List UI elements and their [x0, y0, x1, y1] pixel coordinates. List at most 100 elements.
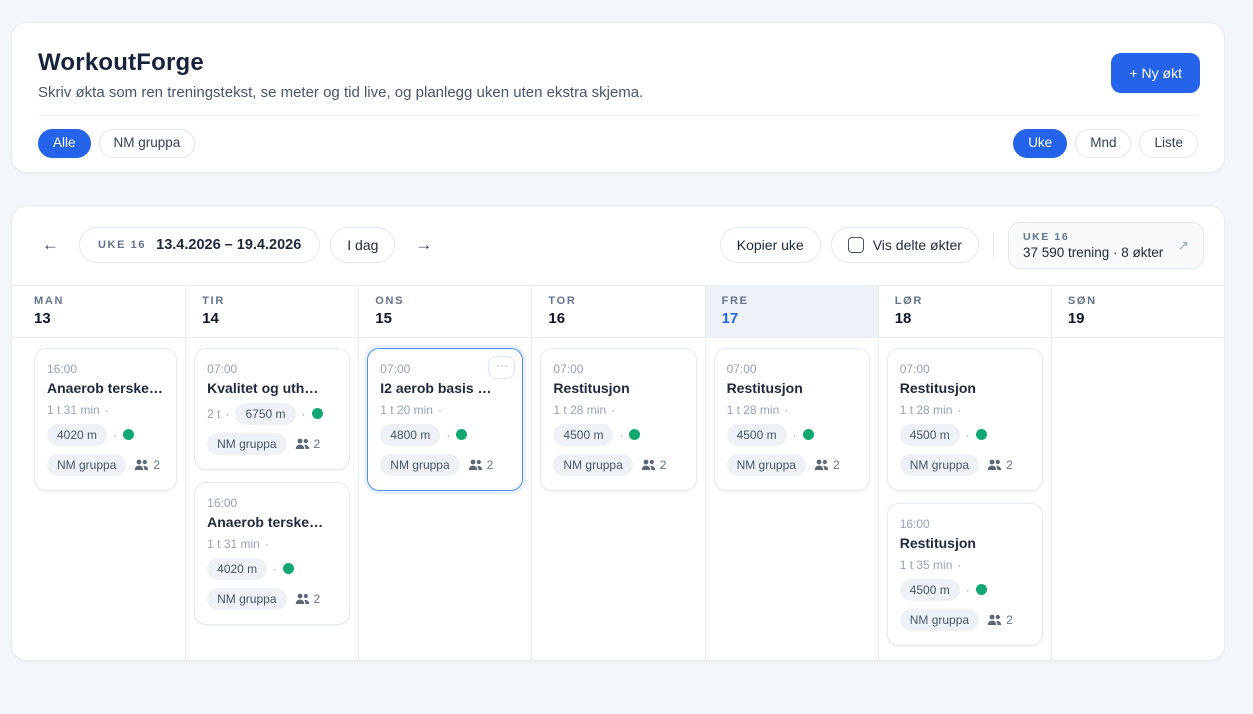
participants: 2	[814, 458, 840, 472]
session-card[interactable]: 07:00 Restitusjon 1 t 28 min · 4500 m · …	[540, 347, 697, 491]
status-dot-icon	[975, 584, 987, 596]
day-number: 19	[1067, 309, 1085, 327]
day-header[interactable]: LØR 18	[878, 286, 1051, 338]
session-distance-wrap: 4020 m ·	[207, 557, 295, 580]
status-dot-icon	[802, 429, 814, 441]
day-body[interactable]: 07:00 Restitusjon 1 t 28 min · 4500 m · …	[706, 338, 878, 660]
today-button[interactable]: I dag	[330, 227, 396, 264]
session-distance-pill: 6750 m	[235, 402, 296, 425]
status-dot-icon	[456, 429, 468, 441]
filter-chip-alle[interactable]: Alle	[38, 129, 91, 158]
session-card[interactable]: 07:00 Restitusjon 1 t 28 min · 4500 m · …	[713, 347, 870, 491]
session-card[interactable]: 16:00 Anaerob terske… 1 t 31 min · 4020 …	[194, 481, 351, 625]
day-column: TOR 16 07:00 Restitusjon 1 t 28 min · 45…	[531, 285, 705, 660]
toolbar-actions: Kopier uke Vis delte økter UKE 16 37 590…	[719, 221, 1204, 269]
copy-week-button[interactable]: Kopier uke	[719, 227, 821, 264]
session-group-pill: NM gruppa	[47, 453, 127, 476]
day-column: TIR 14 07:00 Kvalitet og uth… 2 t · 6750…	[185, 285, 359, 660]
participants: 2	[987, 458, 1013, 472]
next-week-button[interactable]: →	[405, 229, 442, 261]
day-header[interactable]: FRE 17	[705, 285, 878, 338]
session-card[interactable]: 07:00 Kvalitet og uth… 2 t · 6750 m · NM…	[194, 347, 351, 470]
day-body[interactable]: 07:00 Kvalitet og uth… 2 t · 6750 m · NM…	[186, 338, 358, 660]
day-body[interactable]: 16:00 Anaerob terske… 1 t 31 min · 4020 …	[12, 338, 185, 660]
session-distance-wrap: 4500 m ·	[899, 423, 987, 446]
day-column: LØR 18 07:00 Restitusjon 1 t 28 min · 45…	[877, 285, 1051, 660]
session-meta: 1 t 28 min · 4500 m ·	[899, 403, 1030, 446]
session-time: 07:00	[553, 361, 584, 376]
session-duration: 1 t 35 min	[899, 557, 953, 572]
session-meta: 1 t 20 min · 4800 m ·	[380, 403, 510, 446]
participant-count: 2	[1006, 612, 1013, 627]
session-card[interactable]: 16:00 Restitusjon 1 t 35 min · 4500 m · …	[886, 502, 1043, 646]
group-filter-chips: Alle NM gruppa	[38, 129, 196, 158]
day-header[interactable]: SØN 19	[1051, 286, 1224, 338]
dot-separator: ·	[225, 406, 230, 421]
session-title: Restitusjon	[899, 534, 976, 551]
week-summary-card[interactable]: UKE 16 37 590 trening · 8 økter ↗	[1007, 221, 1204, 269]
dot-separator: ·	[301, 406, 306, 421]
day-header[interactable]: TOR 16	[532, 286, 705, 338]
session-group-pill: NM gruppa	[899, 453, 980, 476]
session-duration-wrap: 1 t 31 min ·	[47, 403, 109, 417]
session-duration-wrap: 1 t 31 min ·	[207, 537, 269, 551]
session-meta: 1 t 35 min · 4500 m ·	[899, 557, 1030, 601]
dot-separator: ·	[611, 402, 616, 417]
session-distance-wrap: 4500 m ·	[899, 578, 987, 601]
session-title: Anaerob terske…	[47, 379, 163, 396]
day-header[interactable]: ONS 15	[359, 286, 532, 338]
prev-week-button[interactable]: ←	[32, 229, 69, 261]
people-icon	[987, 614, 1002, 625]
session-footer: NM gruppa 2	[47, 453, 164, 476]
people-icon	[468, 459, 482, 470]
session-distance-wrap: 6750 m ·	[235, 402, 323, 425]
dot-separator: ·	[965, 582, 970, 597]
dot-separator: ·	[784, 402, 789, 417]
session-duration: 1 t 31 min	[47, 402, 100, 417]
day-body[interactable]: ··· 07:00 I2 aerob basis … 1 t 20 min · …	[359, 338, 531, 660]
session-distance-pill: 4500 m	[899, 578, 960, 601]
participants: 2	[295, 437, 320, 451]
show-shared-label: Vis delte økter	[872, 237, 962, 254]
participant-count: 2	[659, 457, 667, 472]
session-title: Restitusjon	[553, 379, 630, 396]
day-body[interactable]	[1052, 338, 1224, 660]
status-dot-icon	[123, 429, 135, 441]
filter-chip-nm-gruppa[interactable]: NM gruppa	[98, 129, 196, 158]
app-title: WorkoutForge	[38, 49, 204, 76]
day-header[interactable]: MAN 13	[12, 286, 186, 338]
calendar-panel: ← UKE 16 13.4.2026 – 19.4.2026 I dag → K…	[11, 204, 1225, 661]
toolbar-divider	[992, 232, 994, 259]
week-selector-button[interactable]: UKE 16 13.4.2026 – 19.4.2026	[79, 227, 321, 264]
people-icon	[295, 438, 309, 449]
view-tab-mnd[interactable]: Mnd	[1075, 129, 1132, 158]
session-distance-wrap: 4500 m ·	[726, 423, 814, 446]
more-options-button[interactable]: ···	[488, 355, 516, 379]
day-header[interactable]: TIR 14	[186, 286, 359, 338]
session-card[interactable]: 07:00 Restitusjon 1 t 28 min · 4500 m · …	[886, 347, 1043, 491]
session-title: Restitusjon	[899, 379, 976, 396]
session-meta: 1 t 31 min · 4020 m ·	[207, 537, 337, 580]
new-session-button[interactable]: + Ny økt	[1111, 53, 1200, 93]
day-column: SØN 19	[1050, 285, 1224, 660]
show-shared-checkbox[interactable]	[847, 237, 864, 254]
view-tab-liste[interactable]: Liste	[1139, 129, 1198, 158]
session-duration-wrap: 1 t 28 min ·	[900, 403, 962, 417]
day-body[interactable]: 07:00 Restitusjon 1 t 28 min · 4500 m · …	[532, 338, 704, 660]
dot-separator: ·	[446, 427, 451, 442]
view-tab-uke[interactable]: Uke	[1013, 129, 1068, 158]
session-group-pill: NM gruppa	[380, 453, 460, 476]
session-distance-pill: 4500 m	[553, 423, 614, 446]
show-shared-toggle[interactable]: Vis delte økter	[830, 227, 979, 264]
participants: 2	[641, 457, 667, 472]
week-grid: MAN 13 16:00 Anaerob terske… 1 t 31 min …	[12, 284, 1224, 660]
session-duration-wrap: 1 t 28 min ·	[727, 403, 789, 417]
session-card[interactable]: ··· 07:00 I2 aerob basis … 1 t 20 min · …	[367, 347, 524, 491]
day-body[interactable]: 07:00 Restitusjon 1 t 28 min · 4500 m · …	[879, 338, 1051, 660]
participant-count: 2	[832, 457, 840, 472]
session-card[interactable]: 16:00 Anaerob terske… 1 t 31 min · 4020 …	[34, 347, 178, 491]
day-abbr: MAN	[34, 294, 65, 307]
dot-separator: ·	[437, 402, 442, 417]
day-abbr: ONS	[375, 294, 405, 307]
session-duration-wrap: 1 t 20 min ·	[380, 403, 442, 417]
